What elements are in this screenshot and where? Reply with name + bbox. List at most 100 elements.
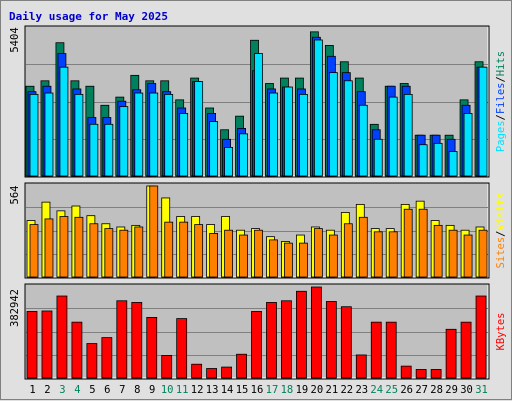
sites-bar (284, 242, 293, 278)
pages-bar (44, 92, 54, 177)
day-label: 30 (460, 384, 473, 396)
kbytes-bar (41, 310, 53, 379)
sites-legend: Sites (495, 237, 507, 269)
pages-bar (433, 142, 443, 177)
sites-bar (269, 239, 278, 278)
kbytes-bar (206, 368, 218, 379)
sites-bar (403, 208, 413, 278)
pages-bar (29, 93, 39, 177)
pages-bar (104, 123, 114, 177)
sites-bar (44, 218, 54, 278)
kbytes-bar (101, 337, 113, 379)
pages-bar (448, 151, 458, 177)
kbytes-side-label: KBytes (495, 313, 507, 351)
pages-legend: Pages (495, 120, 507, 152)
kbytes-bar (71, 321, 83, 379)
pages-bar (328, 72, 338, 177)
sites-bar (254, 229, 263, 278)
day-label: 16 (251, 384, 264, 396)
sites-bar (89, 223, 99, 278)
day-label: 5 (89, 384, 95, 396)
pages-bar (194, 81, 204, 177)
sites-bar (239, 234, 248, 278)
pages-bar (209, 121, 219, 177)
kbytes-bar (266, 302, 277, 379)
pages-bar (478, 66, 488, 177)
legend-sep: / (495, 231, 507, 237)
sites-bar (433, 224, 443, 278)
sites-bar (209, 233, 219, 278)
kbytes-bar (86, 343, 98, 379)
pages-bar (179, 113, 189, 177)
kbytes-legend: KBytes (495, 313, 507, 351)
kbytes-bar (56, 295, 68, 379)
pages-bar (313, 39, 323, 177)
day-label: 7 (119, 384, 125, 396)
day-label: 1 (29, 384, 35, 396)
day-label: 22 (340, 384, 353, 396)
sites-bar (164, 221, 174, 278)
sites-bar (119, 229, 129, 278)
sites-bar (299, 242, 308, 278)
hits-side-label: Pages/Files/Hits (495, 51, 507, 152)
day-label: 21 (326, 384, 339, 396)
day-label: 24 (370, 384, 383, 396)
day-label: 27 (415, 384, 428, 396)
kbytes-bar (296, 290, 307, 379)
pages-bar (358, 104, 368, 177)
day-label: 13 (206, 384, 219, 396)
sites-bar (373, 231, 383, 278)
sites-bar (388, 231, 398, 278)
kbytes-bar (251, 311, 262, 379)
day-label: 18 (281, 384, 294, 396)
pages-bar (418, 144, 428, 177)
pages-bar (388, 96, 398, 177)
sites-bar (478, 229, 488, 278)
day-label: 23 (355, 384, 368, 396)
day-label: 2 (44, 384, 50, 396)
visits-max-label: 564 (9, 186, 21, 205)
kbytes-bar (340, 306, 352, 379)
day-label: 6 (104, 384, 110, 396)
day-label: 10 (161, 384, 174, 396)
kbytes-bar (415, 369, 427, 379)
kbytes-bar (131, 302, 143, 379)
pages-bar (224, 147, 233, 177)
kbytes-bar (310, 286, 322, 379)
pages-bar (343, 80, 353, 177)
kbytes-bar (400, 365, 412, 379)
legend-sep: / (495, 76, 507, 82)
kbytes-bar (236, 353, 247, 379)
kbytes-bar (460, 321, 472, 379)
day-label: 12 (191, 384, 204, 396)
kbytes-bar (475, 295, 487, 379)
kbytes-bar (281, 300, 292, 379)
pages-bar (463, 113, 473, 177)
pages-bar (373, 138, 383, 177)
pages-bar (239, 133, 248, 177)
day-label: 17 (266, 384, 279, 396)
sites-bar (104, 228, 114, 278)
pages-bar (299, 93, 308, 177)
day-label: 9 (149, 384, 155, 396)
kbytes-bar (26, 311, 38, 379)
sites-bar (358, 216, 368, 278)
pages-bar (134, 92, 144, 177)
day-label: 28 (430, 384, 443, 396)
sites-bar (74, 216, 84, 278)
sites-bar (59, 216, 69, 278)
hits-max-label: 5404 (9, 27, 21, 52)
kbytes-bar (161, 355, 173, 379)
kbytes-bar (176, 318, 188, 379)
day-label: 4 (74, 384, 80, 396)
day-label: 19 (296, 384, 309, 396)
chart-title: Daily usage for May 2025 (9, 10, 168, 23)
day-label: 25 (385, 384, 398, 396)
pages-bar (89, 123, 99, 177)
pages-bar (119, 106, 129, 177)
day-label: 3 (59, 384, 65, 396)
sites-bar (418, 208, 428, 278)
kbytes-bar (355, 354, 367, 379)
